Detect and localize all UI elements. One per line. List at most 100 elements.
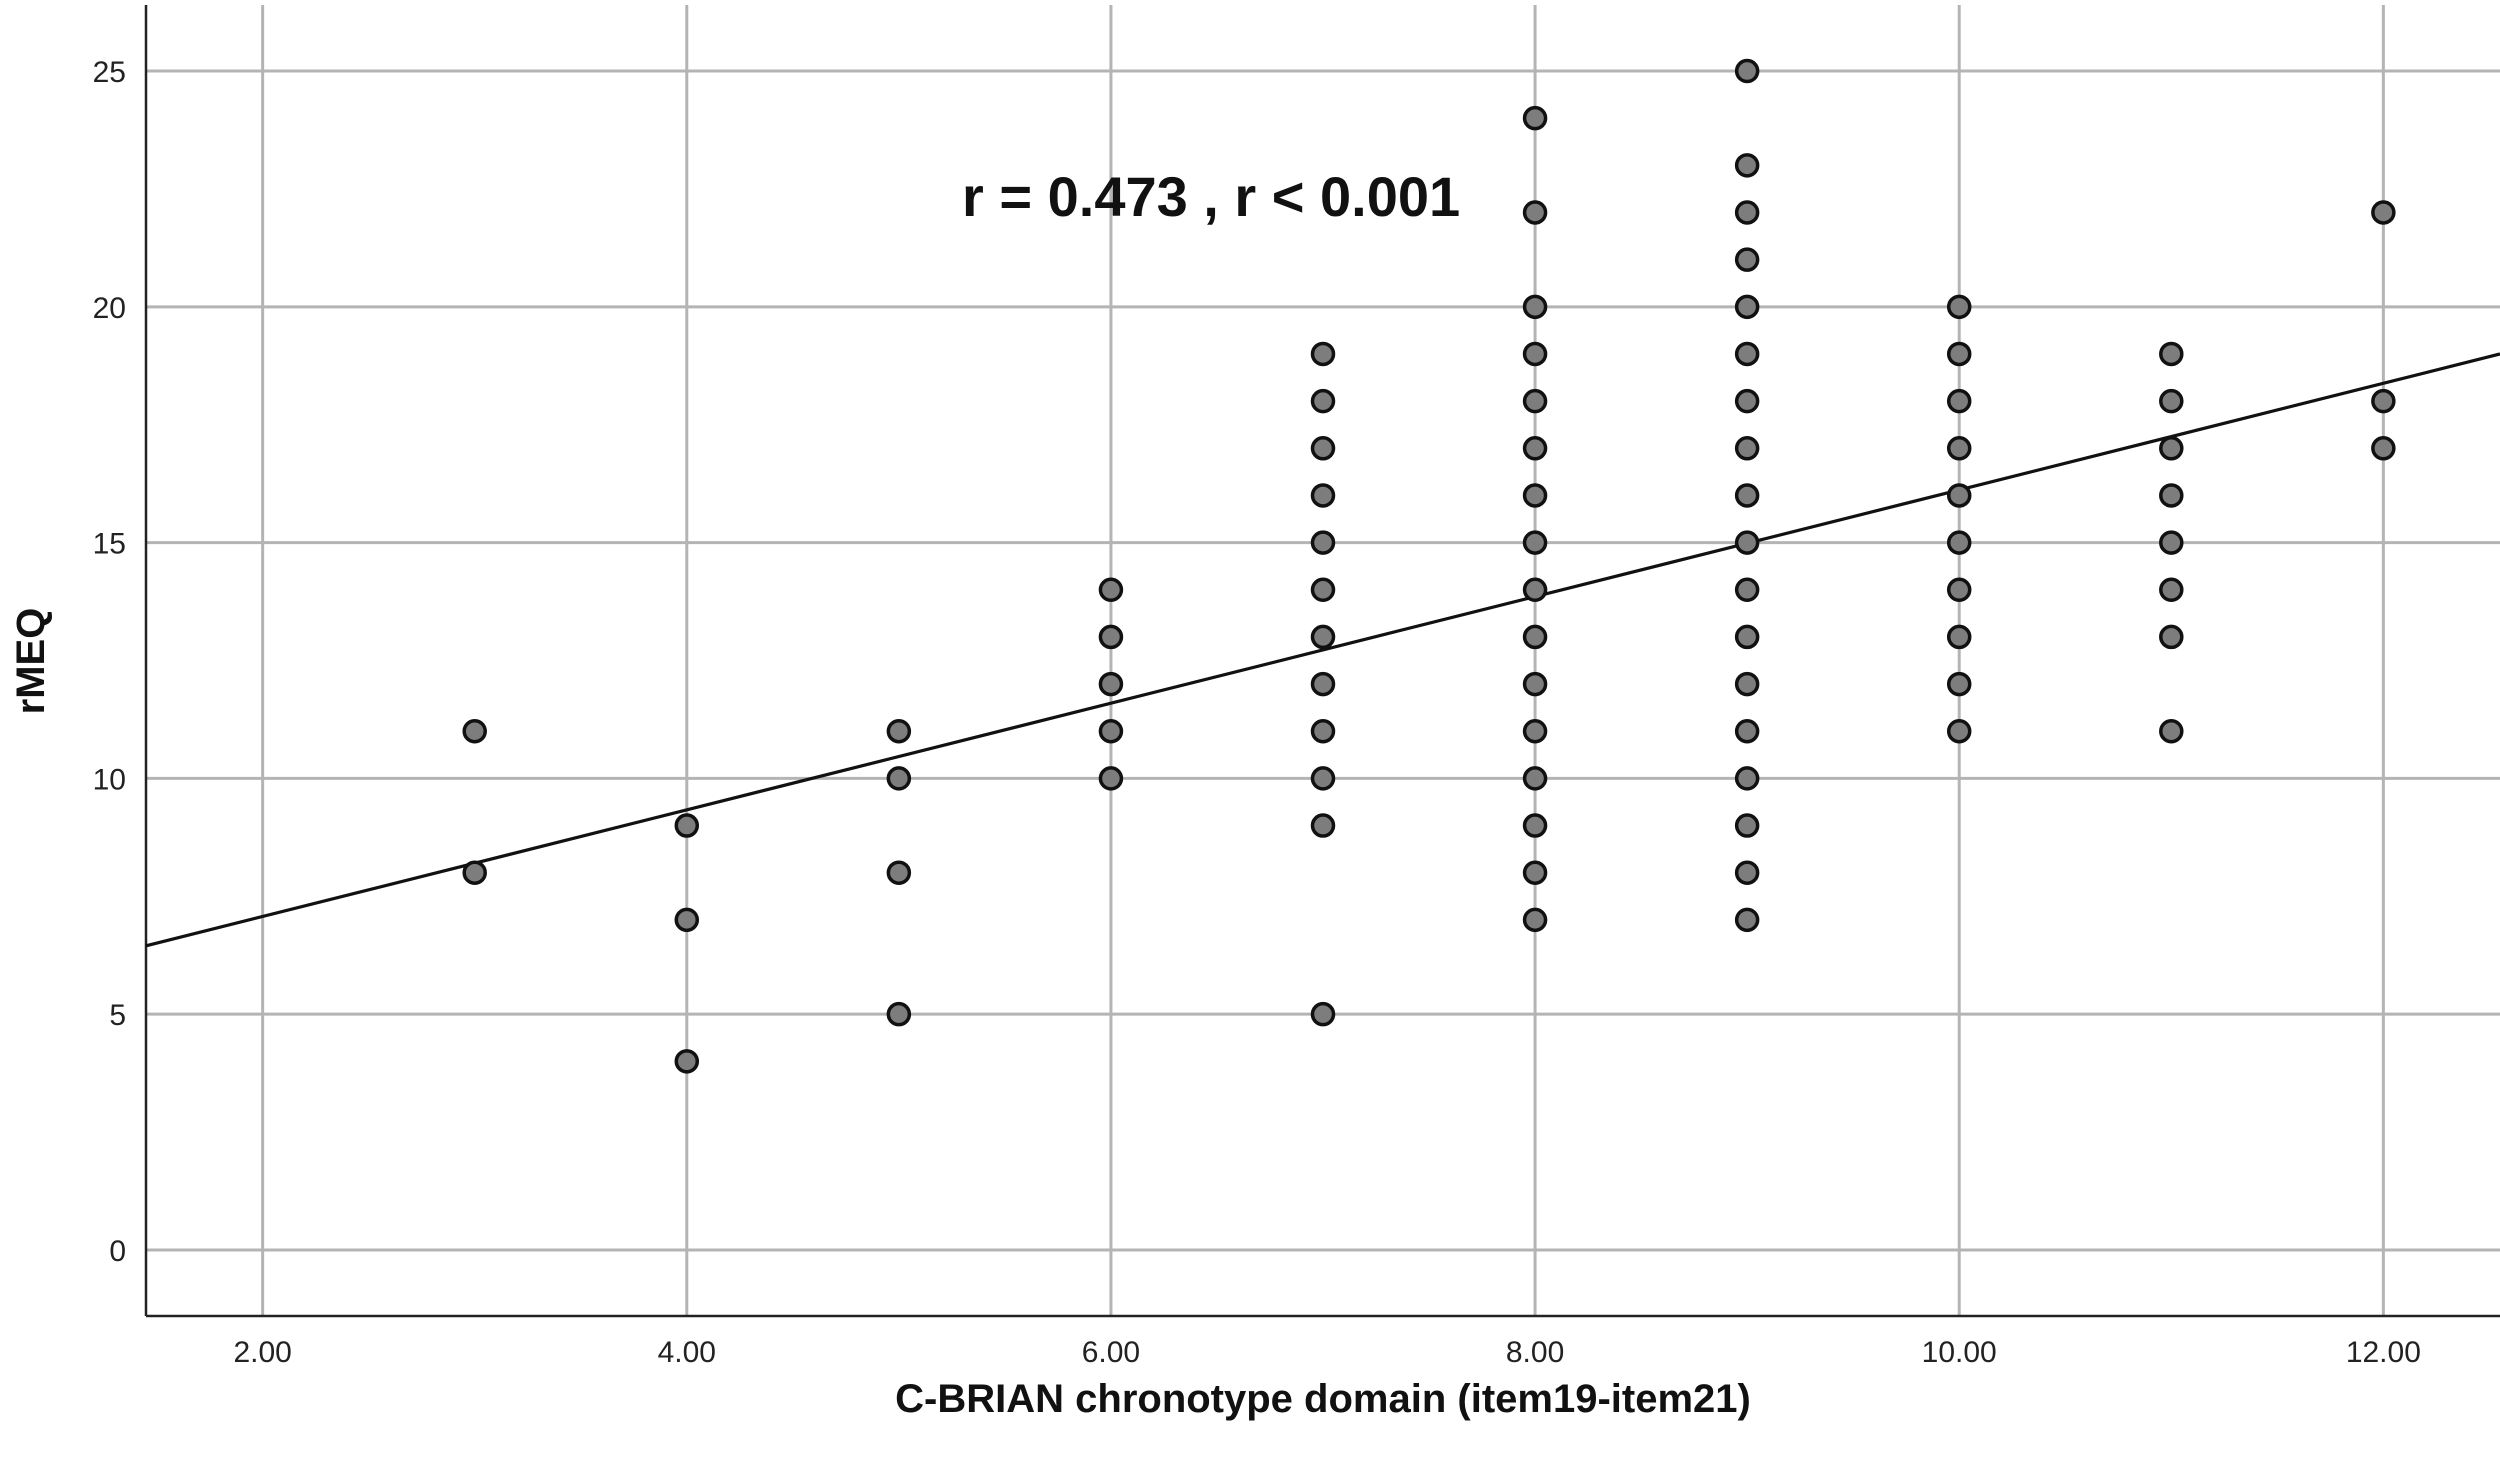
data-point [1734, 766, 1760, 791]
y-tick-label: 15 [93, 528, 126, 561]
data-point [1734, 200, 1760, 225]
data-point [1310, 813, 1336, 838]
data-point [1522, 388, 1548, 414]
data-point [1946, 294, 1972, 320]
data-point [1310, 530, 1336, 555]
data-point [2159, 436, 2184, 461]
data-point [1310, 483, 1336, 508]
data-point [1522, 483, 1548, 508]
data-point [1734, 436, 1760, 461]
data-point [1098, 718, 1124, 744]
data-point [1310, 718, 1336, 744]
data-point [1734, 58, 1760, 84]
data-point [2371, 436, 2396, 461]
axes [144, 5, 2500, 1318]
x-tick-label: 12.00 [2346, 1336, 2421, 1369]
data-point [1098, 624, 1124, 650]
data-point [886, 1001, 912, 1027]
data-point [1946, 388, 1972, 414]
data-points [462, 58, 2396, 1074]
data-point [2159, 483, 2184, 508]
data-point [1946, 671, 1972, 697]
regression-line-group [145, 352, 2500, 948]
data-point [2371, 388, 2396, 414]
tick-labels: 2.00 4.00 6.00 8.00 10.00 12.00 0 5 10 15 20 25 [93, 56, 2421, 1369]
regression-line [145, 352, 2500, 948]
data-point [1946, 436, 1972, 461]
x-tick-label: 6.00 [1082, 1336, 1140, 1369]
data-point [462, 718, 487, 744]
data-point [1946, 577, 1972, 603]
data-point [1522, 718, 1548, 744]
data-point [1946, 624, 1972, 650]
data-point [1310, 1001, 1336, 1027]
data-point [1734, 624, 1760, 650]
data-point [886, 860, 912, 885]
data-point [1734, 341, 1760, 367]
data-point [1098, 671, 1124, 697]
data-point [1522, 436, 1548, 461]
data-point [1734, 813, 1760, 838]
data-point [1098, 766, 1124, 791]
x-tick-label: 4.00 [658, 1336, 716, 1369]
data-point [1310, 436, 1336, 461]
data-point [1734, 718, 1760, 744]
data-point [1734, 530, 1760, 555]
data-point [1946, 341, 1972, 367]
data-point [674, 1049, 700, 1074]
data-point [1310, 766, 1336, 791]
data-point [1734, 388, 1760, 414]
data-point [1522, 577, 1548, 603]
data-point [1734, 860, 1760, 885]
data-point [2159, 624, 2184, 650]
data-point [674, 813, 700, 838]
data-point [1734, 577, 1760, 603]
x-axis-title: C-BRIAN chronotype domain (item19-item21… [895, 1377, 1751, 1421]
data-point [1734, 153, 1760, 178]
data-point [1310, 671, 1336, 697]
data-point [1522, 813, 1548, 838]
data-point [674, 907, 700, 933]
data-point [1522, 671, 1548, 697]
data-point [1522, 860, 1548, 885]
data-point [886, 718, 912, 744]
data-point [1734, 247, 1760, 272]
x-tick-label: 2.00 [233, 1336, 291, 1369]
data-point [2159, 388, 2184, 414]
data-point [1310, 341, 1336, 367]
data-point [1522, 105, 1548, 131]
data-point [1310, 388, 1336, 414]
data-point [1522, 294, 1548, 320]
y-tick-label: 25 [93, 56, 126, 89]
y-tick-label: 10 [93, 763, 126, 796]
data-point [1734, 907, 1760, 933]
data-point [1946, 530, 1972, 555]
data-point [1946, 483, 1972, 508]
data-point [2159, 577, 2184, 603]
data-point [1522, 200, 1548, 225]
data-point [886, 766, 912, 791]
data-point [1522, 530, 1548, 555]
y-tick-label: 0 [109, 1235, 126, 1268]
y-tick-label: 20 [93, 292, 126, 325]
data-point [1522, 341, 1548, 367]
x-tick-label: 10.00 [1922, 1336, 1997, 1369]
y-tick-label: 5 [109, 999, 126, 1032]
data-point [1946, 718, 1972, 744]
data-point [2159, 718, 2184, 744]
data-point [1734, 483, 1760, 508]
data-point [2371, 200, 2396, 225]
data-point [2159, 341, 2184, 367]
data-point [462, 860, 487, 885]
data-point [1522, 907, 1548, 933]
data-point [1734, 671, 1760, 697]
correlation-annotation: r = 0.473 , r < 0.001 [962, 165, 1460, 228]
data-point [1522, 624, 1548, 650]
data-point [2159, 530, 2184, 555]
y-axis-title: rMEQ [9, 608, 53, 715]
data-point [1310, 577, 1336, 603]
data-point [1310, 624, 1336, 650]
data-point [1734, 294, 1760, 320]
data-point [1098, 577, 1124, 603]
